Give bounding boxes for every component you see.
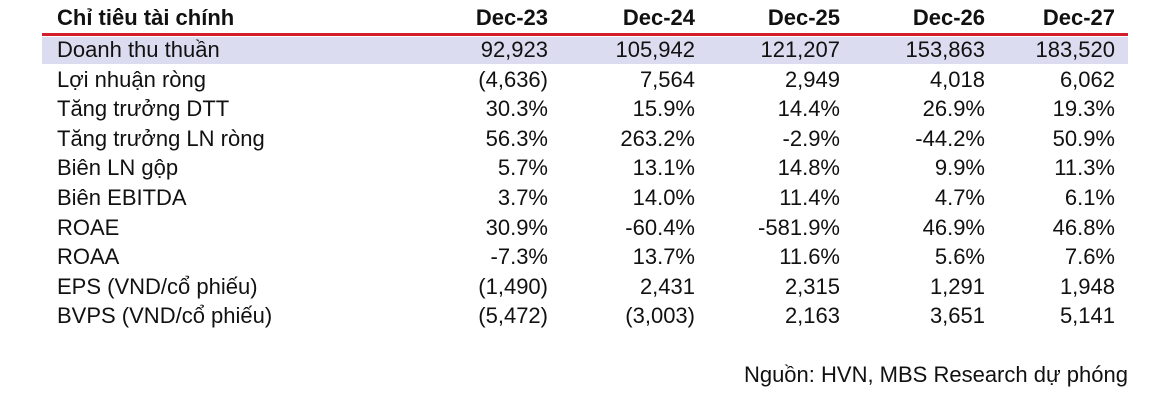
row-value: 9.9% — [934, 155, 985, 181]
row-value: 2,315 — [784, 273, 840, 299]
row-label: ROAA — [57, 244, 120, 270]
row-value: 6,062 — [1059, 66, 1115, 92]
row-value: (4,636) — [478, 66, 548, 92]
row-label: Tăng trưởng DTT — [57, 96, 230, 122]
row-label: Tăng trưởng LN ròng — [57, 125, 265, 151]
row-value: -2.9% — [782, 125, 840, 151]
row-value: 11.4% — [779, 185, 840, 210]
row-label: Lợi nhuận ròng — [57, 66, 206, 92]
row-value: 2,163 — [784, 303, 840, 329]
row-value: (3,003) — [625, 303, 695, 329]
row-value: 263.2% — [620, 125, 695, 151]
row-label: ROAE — [57, 214, 120, 240]
row-value: 11.3% — [1054, 155, 1115, 181]
row-value: 6.1% — [1064, 185, 1115, 210]
row-value: 30.3% — [485, 96, 548, 122]
row-value: 26.9% — [922, 96, 985, 122]
row-value: 5.6% — [934, 244, 985, 270]
row-value: 46.9% — [922, 214, 985, 240]
row-value: 121,207 — [760, 37, 840, 62]
row-value: -44.2% — [915, 125, 985, 151]
row-value: (5,472) — [478, 303, 548, 329]
row-value: 50.9% — [1052, 125, 1115, 151]
header-year: Dec-27 — [1042, 5, 1115, 30]
row-value: 14.0% — [632, 185, 695, 210]
source-note: Nguồn: HVN, MBS Research dự phóng — [743, 362, 1128, 387]
row-label: Biên EBITDA — [57, 185, 187, 210]
row-value: 13.7% — [632, 244, 695, 270]
row-value: (1,490) — [478, 273, 548, 299]
row-value: 105,942 — [615, 37, 695, 62]
row-value: -581.9% — [758, 214, 840, 240]
row-value: 2,431 — [639, 273, 695, 299]
row-value: 19.3% — [1052, 96, 1115, 122]
row-value: 92,923 — [480, 37, 548, 62]
row-value: 30.9% — [485, 214, 548, 240]
header-rule — [42, 33, 1128, 36]
row-value: 15.9% — [632, 96, 695, 122]
row-value: 14.4% — [777, 96, 840, 122]
row-value: 1,948 — [1059, 273, 1115, 299]
row-value: 56.3% — [485, 125, 548, 151]
row-value: 153,863 — [905, 37, 985, 62]
row-value: 1,291 — [929, 273, 985, 299]
row-value: 7.6% — [1064, 244, 1115, 270]
row-value: 5,141 — [1059, 303, 1115, 329]
row-label: Doanh thu thuần — [57, 37, 220, 62]
row-value: 7,564 — [639, 66, 695, 92]
row-label: BVPS (VND/cổ phiếu) — [57, 303, 273, 329]
header-year: Dec-25 — [767, 5, 840, 30]
row-value: -60.4% — [625, 214, 695, 240]
header-label: Chỉ tiêu tài chính — [57, 5, 235, 30]
row-value: 11.6% — [779, 244, 840, 270]
row-value: 3,651 — [929, 303, 985, 329]
row-value: 4.7% — [934, 185, 985, 210]
row-value: 5.7% — [497, 155, 548, 181]
row-label: Biên LN gộp — [57, 155, 179, 181]
row-value: 13.1% — [632, 155, 695, 181]
row-value: 4,018 — [929, 66, 985, 92]
row-value: 14.8% — [777, 155, 840, 181]
row-value: -7.3% — [490, 244, 548, 270]
header-year: Dec-23 — [475, 5, 548, 30]
row-highlight — [42, 37, 1128, 64]
row-value: 3.7% — [497, 185, 548, 210]
row-label: EPS (VND/cổ phiếu) — [57, 273, 258, 299]
row-value: 2,949 — [784, 66, 840, 92]
row-value: 183,520 — [1035, 37, 1115, 62]
header-year: Dec-26 — [912, 5, 985, 30]
header-year: Dec-24 — [622, 5, 695, 30]
row-value: 46.8% — [1052, 214, 1115, 240]
